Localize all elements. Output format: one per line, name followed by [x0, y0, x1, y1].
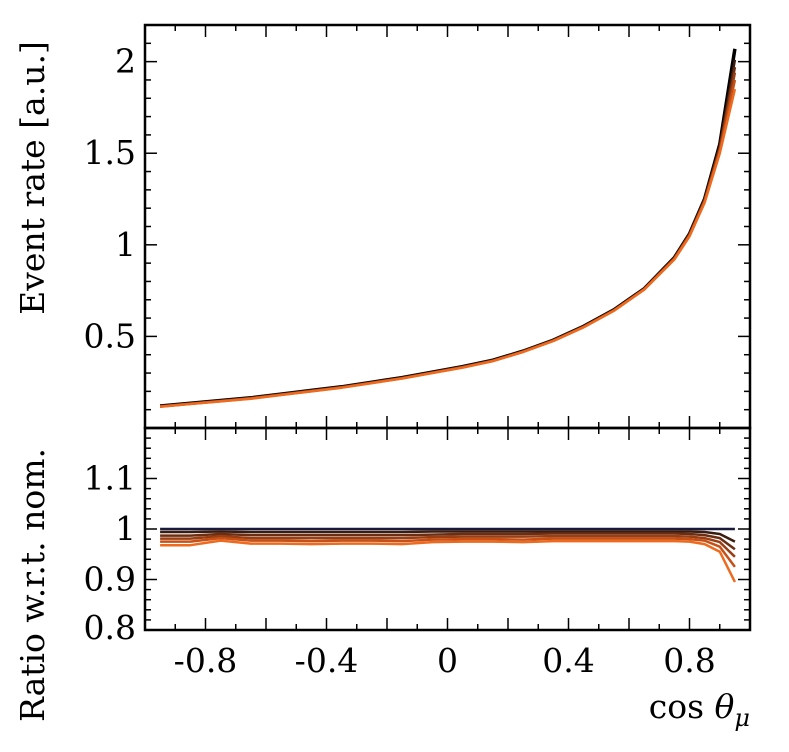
- event-rate-y-tick-label: 1.5: [84, 133, 136, 172]
- event-rate-ticks: [145, 25, 750, 428]
- event-rate-series-4: [159, 79, 737, 408]
- event-rate-series-1: [159, 59, 737, 408]
- event-rate-y-tick-label: 0.5: [84, 316, 136, 355]
- event-rate-y-tick-label: 2: [115, 42, 136, 81]
- event-rate-plot-frame: [143, 23, 752, 430]
- event-rate-series-2: [159, 66, 737, 408]
- event-rate-series-0: [159, 48, 737, 408]
- event-rate-panel: 0.5 1 1.5 2: [84, 23, 752, 430]
- ratio-y-tick-label: 0.8: [84, 608, 136, 647]
- ratio-y-tick-label: 1.1: [84, 459, 136, 498]
- x-tick-label: 0: [437, 641, 458, 680]
- x-tick-label: 0.8: [663, 641, 715, 680]
- x-axis-label: cos θμ: [649, 687, 750, 732]
- ratio-series-group: [160, 527, 737, 583]
- ratio-series-1: [160, 530, 736, 543]
- event-rate-series-group: [159, 48, 737, 409]
- x-tick-labels: -0.8 -0.4 0 0.4 0.8: [174, 641, 716, 680]
- ratio-series-4: [160, 536, 736, 568]
- ratio-ticks: [145, 427, 750, 630]
- x-tick-label: 0.4: [542, 641, 594, 680]
- ratio-y-tick-label: 1: [115, 509, 136, 548]
- ratio-series-2: [160, 532, 736, 551]
- event-rate-y-tick-labels: 0.5 1 1.5 2: [84, 42, 136, 356]
- event-rate-series-5: [159, 88, 737, 409]
- ratio-series-3: [160, 534, 736, 558]
- ratio-panel: 0.8 0.9 1 1.1 -0.8 -0.4 0 0.4 0.8: [84, 426, 752, 680]
- ratio-y-axis-label: Ratio w.r.t. nom.: [13, 448, 52, 722]
- ratio-y-tick-labels: 0.8 0.9 1 1.1: [84, 459, 136, 648]
- x-tick-label: -0.4: [295, 641, 359, 680]
- event-rate-series-3: [159, 72, 737, 408]
- x-tick-label: -0.8: [174, 641, 238, 680]
- event-rate-y-axis-label: Event rate [a.u.]: [13, 41, 52, 315]
- ratio-series-5: [160, 539, 737, 583]
- event-rate-y-tick-label: 1: [115, 225, 136, 264]
- ratio-y-tick-label: 0.9: [84, 560, 136, 599]
